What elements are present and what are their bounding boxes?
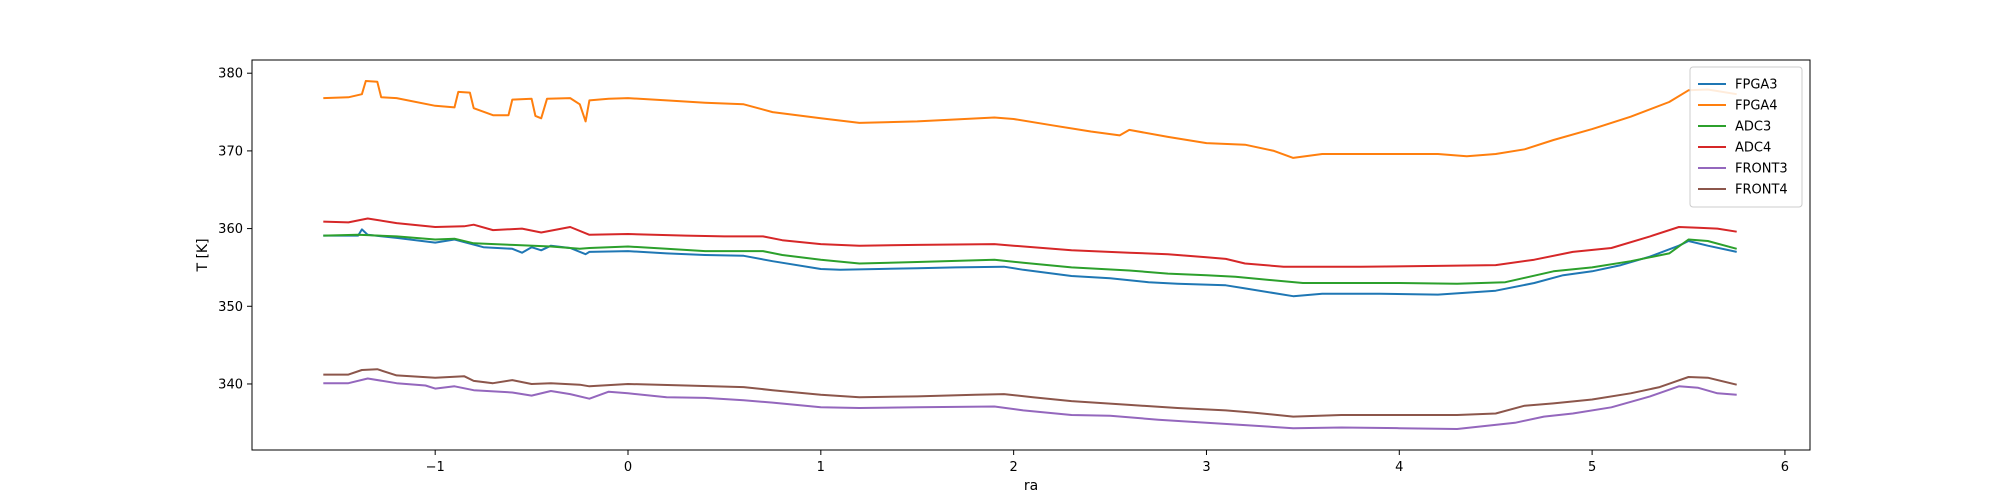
legend-label: ADC3 [1735,120,1771,135]
y-tick-label: 380 [218,67,243,82]
series-line-fpga3 [323,228,1737,298]
x-tick-label: 2 [1010,460,1018,475]
legend-box [1689,66,1803,208]
y-tick-label: 350 [218,300,243,315]
legend: FPGA3 FPGA4 ADC3 ADC4 FRONT3 FRONT4 [1689,66,1803,208]
legend-label: FRONT3 [1735,162,1788,177]
x-tick-label: 4 [1395,460,1403,475]
series-line-front3 [323,377,1737,430]
x-axis: −1 0 1 2 3 4 5 6 [426,450,1789,475]
legend-label: ADC4 [1735,141,1771,156]
legend-label: FPGA3 [1735,78,1778,93]
x-axis-label: ra [1024,478,1038,494]
series-line-adc4 [323,217,1737,268]
x-tick-label: 3 [1202,460,1210,475]
series-layer [323,80,1737,430]
legend-label: FPGA4 [1735,99,1778,114]
x-tick-label: 1 [817,460,825,475]
plot-area-frame [251,59,1811,451]
series-line-adc3 [323,233,1737,285]
x-tick-label: 5 [1588,460,1596,475]
y-axis: 340 350 360 370 380 [218,67,252,392]
y-tick-label: 370 [218,144,243,159]
x-tick-label: 6 [1781,460,1789,475]
x-tick-label: −1 [426,460,445,475]
series-line-fpga4 [323,80,1737,159]
legend-label: FRONT4 [1735,183,1788,198]
y-tick-label: 360 [218,222,243,237]
series-line-front4 [323,368,1737,418]
y-tick-label: 340 [218,377,243,392]
x-tick-label: 0 [624,460,632,475]
y-axis-label: T [K] [195,238,211,272]
